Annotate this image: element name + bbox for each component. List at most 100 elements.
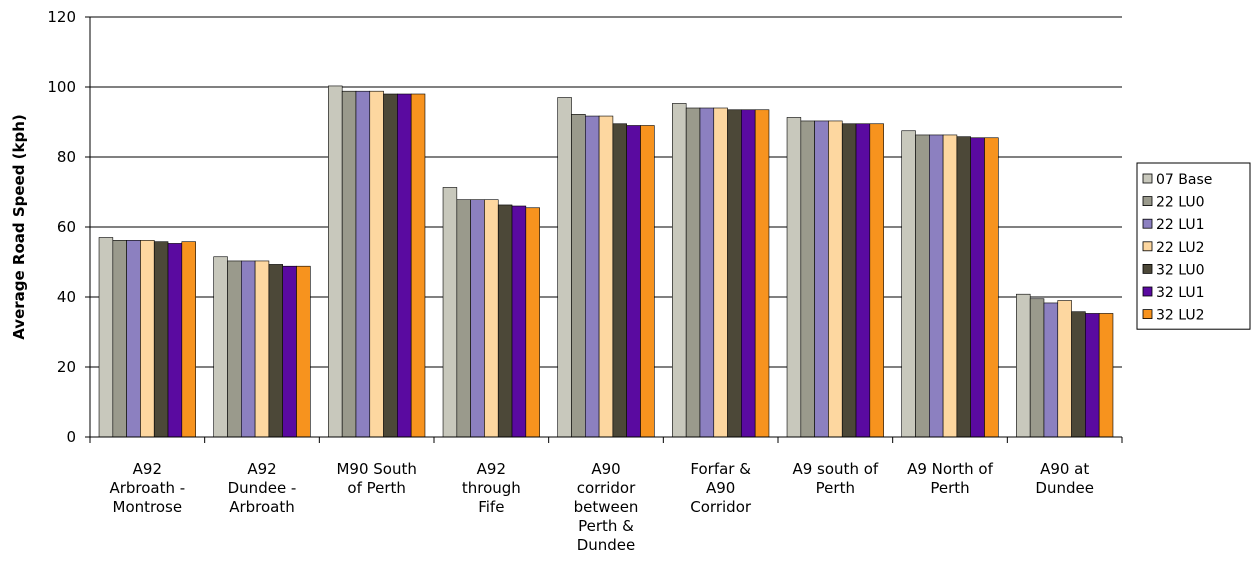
- legend-swatch: [1142, 241, 1153, 252]
- bar: [268, 264, 283, 438]
- x-category-label: A92 Arbroath -Montrose: [109, 460, 185, 516]
- x-category-label-line: Arbroath -: [109, 479, 185, 497]
- bar: [181, 241, 196, 438]
- legend-swatch: [1142, 196, 1153, 207]
- bar: [442, 187, 458, 438]
- x-category-label-line: A90 at: [1040, 460, 1089, 478]
- bar: [984, 137, 999, 438]
- bar: [928, 134, 944, 438]
- legend-swatch: [1142, 218, 1153, 229]
- bar: [1098, 313, 1114, 438]
- y-tick-label: 20: [57, 358, 76, 376]
- bar: [640, 125, 655, 438]
- bar: [685, 107, 701, 438]
- x-category-label-line: Dundee -: [228, 479, 297, 497]
- bar: [369, 90, 384, 438]
- bar: [584, 115, 600, 438]
- bar: [328, 85, 343, 438]
- bar: [713, 107, 728, 438]
- x-category-label: A92 Dundee -Arbroath: [228, 460, 297, 516]
- legend: 07 Base 22 LU0 22 LU1 22 LU2 32 LU0 32 LU1 32 …: [1136, 162, 1251, 330]
- bar: [800, 120, 815, 438]
- bar: [1057, 300, 1072, 438]
- bar: [727, 109, 742, 438]
- bar: [383, 93, 398, 438]
- bar: [626, 125, 641, 438]
- bar: [672, 103, 687, 438]
- bar: [754, 109, 770, 438]
- x-category-label-line: Perth &: [578, 517, 634, 535]
- y-tick-label: 80: [57, 148, 76, 166]
- y-tick-label: 40: [57, 288, 76, 306]
- legend-swatch: [1142, 309, 1153, 320]
- bar: [1071, 311, 1086, 438]
- bar: [112, 240, 127, 438]
- x-category-label-line: A92: [247, 460, 276, 478]
- x-category-label-line: of Perth: [347, 479, 406, 497]
- x-category-label-line: A90: [591, 460, 620, 478]
- x-category-label-line: Arbroath: [229, 498, 295, 516]
- bar: [741, 109, 756, 438]
- y-tick-labels: 0 20 40 60 80 100 120: [47, 8, 76, 446]
- y-tick-label: 120: [47, 8, 76, 26]
- bar: [153, 241, 169, 438]
- bar: [699, 107, 715, 438]
- x-category-label: A90 corridor between Perth & Dundee: [574, 460, 639, 554]
- bar: [855, 123, 871, 438]
- legend-label: 32 LU2: [1156, 308, 1205, 324]
- axes: [89, 17, 1123, 443]
- legend-label: 07 Base: [1156, 172, 1212, 188]
- legend-label: 22 LU0: [1156, 195, 1205, 211]
- bar: [786, 117, 802, 438]
- bars: [98, 85, 1114, 438]
- bar: [241, 260, 256, 438]
- bar: [970, 137, 985, 438]
- bar: [1043, 302, 1059, 438]
- x-category-label-line: Corridor: [690, 498, 752, 516]
- x-category-label-line: Forfar &: [690, 460, 751, 478]
- x-category-label-line: A92: [477, 460, 506, 478]
- bar: [341, 90, 357, 438]
- x-category-label: Forfar & A90 Corridor: [690, 460, 752, 516]
- bar: [841, 123, 857, 438]
- bar: [1016, 293, 1031, 438]
- legend-box: [1136, 162, 1251, 330]
- bar: [140, 240, 155, 438]
- bar: [484, 199, 499, 438]
- bar: [410, 93, 426, 438]
- bar: [942, 134, 958, 438]
- legend-swatch: [1142, 263, 1153, 274]
- bar: [612, 123, 628, 438]
- x-category-label: A92 through Fife: [462, 460, 521, 516]
- bar: [213, 256, 228, 438]
- legend-label: 22 LU1: [1156, 217, 1205, 233]
- x-category-label-line: A9 south of: [792, 460, 878, 478]
- bar: [227, 260, 242, 438]
- bar: [571, 114, 586, 438]
- x-category-label-line: A9 North of: [907, 460, 993, 478]
- legend-label: 32 LU0: [1156, 262, 1205, 278]
- x-category-label: A9 south of Perth: [792, 460, 878, 497]
- x-category-label-line: Dundee: [1035, 479, 1094, 497]
- legend-swatch: [1142, 286, 1153, 297]
- bar: [282, 265, 297, 438]
- x-category-label-line: Dundee: [577, 536, 636, 554]
- bar: [956, 136, 972, 438]
- x-category-label-line: A92: [133, 460, 162, 478]
- bar: [1085, 313, 1100, 438]
- x-category-label-line: through: [462, 479, 521, 497]
- bar: [296, 265, 311, 438]
- x-category-label: M90 South of Perth: [336, 460, 416, 497]
- bar: [511, 205, 527, 438]
- bar: [167, 243, 183, 438]
- bar: [1029, 298, 1045, 438]
- legend-swatch: [1142, 173, 1153, 184]
- bar: [254, 260, 270, 438]
- bar: [828, 120, 843, 438]
- x-category-label-line: corridor: [577, 479, 636, 497]
- bar: [915, 134, 930, 438]
- bar: [456, 199, 471, 438]
- bar: [901, 130, 916, 438]
